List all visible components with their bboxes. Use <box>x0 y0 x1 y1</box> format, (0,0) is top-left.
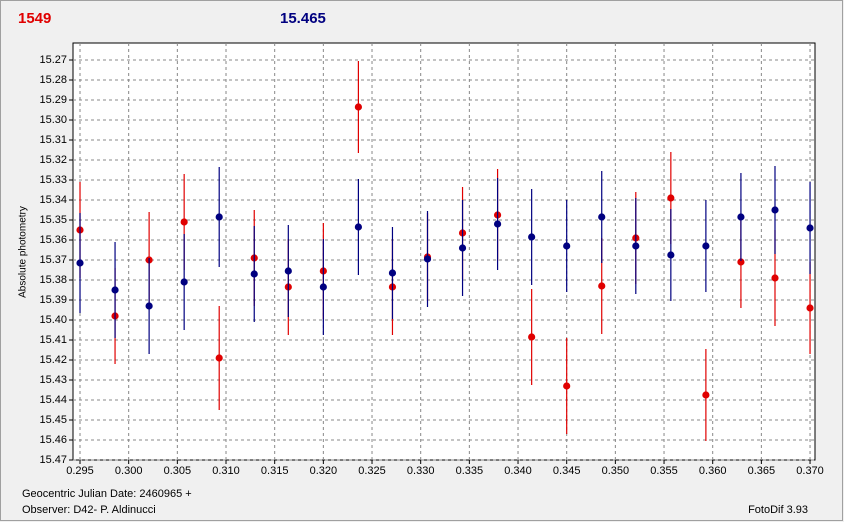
data-point <box>493 220 502 228</box>
y-tick-label: 15.37 <box>39 254 67 266</box>
y-tick-label: 15.34 <box>39 194 67 206</box>
y-tick-label: 15.28 <box>39 74 67 86</box>
y-tick-label: 15.46 <box>39 434 67 446</box>
data-point <box>598 282 606 290</box>
y-tick-label: 15.47 <box>39 454 67 466</box>
y-tick-label: 15.42 <box>39 354 67 366</box>
y-tick-label: 15.38 <box>39 274 67 286</box>
data-point <box>667 194 675 202</box>
y-tick-label: 15.30 <box>39 114 67 126</box>
data-point <box>528 233 536 241</box>
data-point <box>215 354 223 362</box>
y-tick-label: 15.44 <box>39 394 67 406</box>
subtitle: 15.465 <box>280 10 326 27</box>
data-point <box>180 278 188 286</box>
x-tick-label: 0.330 <box>407 465 435 477</box>
data-point <box>806 224 814 232</box>
data-point <box>632 242 640 250</box>
data-point <box>145 302 153 310</box>
data-point <box>76 259 84 267</box>
x-axis-label: Geocentric Julian Date: 2460965 + <box>22 488 192 500</box>
data-point <box>667 251 675 259</box>
x-tick-label: 0.300 <box>115 465 143 477</box>
software: FotoDif 3.93 <box>748 504 808 516</box>
y-tick-label: 15.29 <box>39 94 67 106</box>
y-tick-label: 15.36 <box>39 234 67 246</box>
x-tick-label: 0.340 <box>504 465 532 477</box>
data-point <box>319 283 327 291</box>
x-tick-label: 0.325 <box>358 465 386 477</box>
x-tick-label: 0.345 <box>553 465 581 477</box>
x-tick-label: 0.310 <box>212 465 240 477</box>
data-point <box>702 391 710 399</box>
y-axis-label: Absolute photometry <box>18 206 29 298</box>
x-tick-label: 0.315 <box>261 465 289 477</box>
x-tick-label: 0.365 <box>748 465 776 477</box>
data-point <box>111 286 119 294</box>
y-tick-label: 15.35 <box>39 214 67 226</box>
data-point <box>563 242 571 250</box>
y-tick-label: 15.40 <box>39 314 67 326</box>
x-tick-label: 0.335 <box>456 465 484 477</box>
y-tick-label: 15.45 <box>39 414 67 426</box>
data-point <box>771 274 779 282</box>
data-point <box>388 269 397 277</box>
data-point <box>354 103 362 111</box>
data-point <box>250 270 258 278</box>
x-tick-label: 0.295 <box>66 465 94 477</box>
data-point <box>423 255 432 263</box>
x-tick-label: 0.360 <box>699 465 727 477</box>
y-tick-label: 15.39 <box>39 294 67 306</box>
y-tick-label: 15.32 <box>39 154 67 166</box>
data-point <box>771 206 779 214</box>
data-point <box>180 218 188 226</box>
data-point <box>215 213 223 221</box>
y-tick-label: 15.31 <box>39 134 67 146</box>
data-point <box>702 242 710 250</box>
y-tick-label: 15.41 <box>39 334 67 346</box>
x-tick-label: 0.355 <box>650 465 678 477</box>
y-tick-label: 15.27 <box>39 54 67 66</box>
data-point <box>737 258 745 266</box>
data-point <box>806 304 814 312</box>
x-tick-label: 0.305 <box>164 465 192 477</box>
data-point <box>598 213 606 221</box>
data-point <box>528 333 536 341</box>
data-point <box>563 382 571 390</box>
data-point <box>737 213 745 221</box>
observer: Observer: D42- P. Aldinucci <box>22 504 156 516</box>
plot-area <box>72 42 816 461</box>
x-tick-label: 0.370 <box>796 465 824 477</box>
title: 1549 <box>18 10 51 27</box>
y-tick-label: 15.43 <box>39 374 67 386</box>
x-tick-label: 0.320 <box>310 465 338 477</box>
x-tick-label: 0.350 <box>602 465 630 477</box>
data-point <box>354 223 362 231</box>
data-point <box>458 244 467 252</box>
data-point <box>284 267 292 275</box>
y-tick-label: 15.33 <box>39 174 67 186</box>
